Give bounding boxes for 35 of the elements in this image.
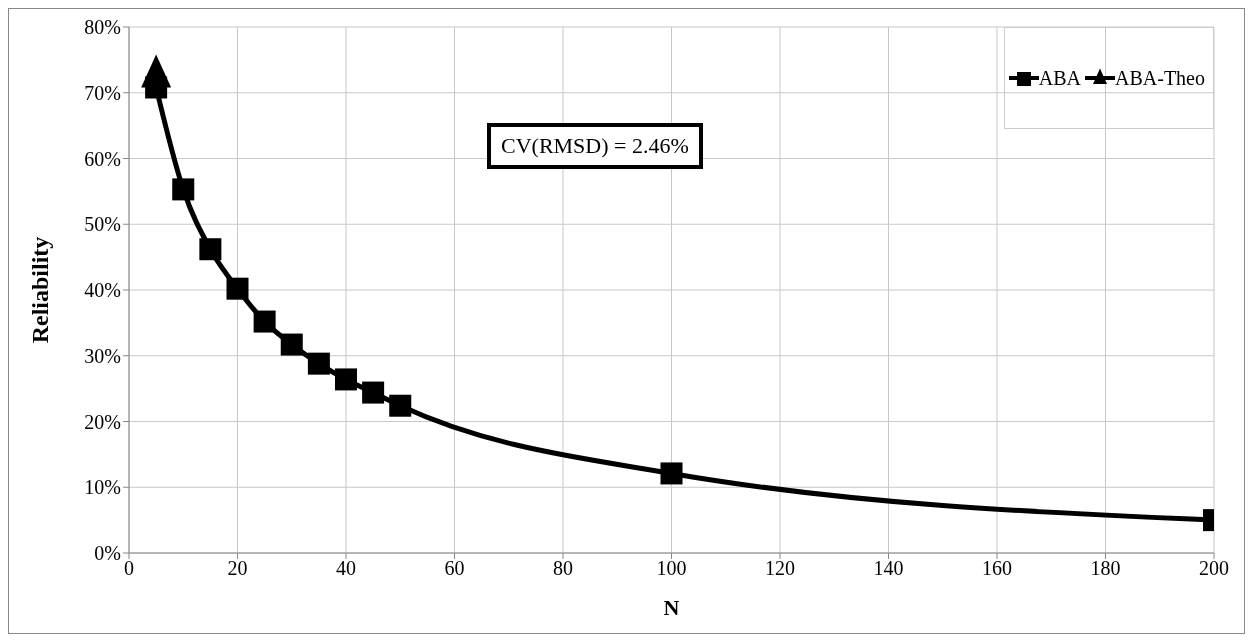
- legend-label: ABA: [1038, 66, 1082, 90]
- point: [389, 394, 412, 417]
- annotation: CV(RMSD) = 2.46%: [487, 123, 703, 169]
- x-tick-label: 120: [765, 557, 795, 580]
- point: [253, 310, 276, 333]
- y-tick-label: 50%: [84, 213, 121, 236]
- x-tick-label: 200: [1199, 557, 1229, 580]
- point: [172, 178, 195, 201]
- point: [226, 277, 249, 300]
- x-tick-label: 160: [982, 557, 1012, 580]
- point: [335, 368, 357, 391]
- point: [199, 238, 222, 261]
- y-tick-label: 80%: [84, 16, 121, 39]
- y-axis-title: Reliability: [26, 236, 53, 344]
- y-tick-label: 0%: [94, 542, 121, 565]
- x-tick-label: 40: [336, 557, 356, 580]
- x-tick-label: 60: [444, 557, 465, 580]
- legend-label: ABA-Theo: [1115, 66, 1205, 90]
- y-tick-label: 70%: [84, 81, 121, 104]
- point: [307, 352, 330, 375]
- x-tick-label: 0: [124, 557, 134, 580]
- x-axis-title: N: [663, 595, 680, 620]
- point: [362, 381, 385, 404]
- y-tick-label: 30%: [84, 344, 121, 367]
- x-tick-label: 100: [656, 557, 687, 580]
- x-tick-label: 80: [553, 557, 573, 580]
- point: [145, 76, 168, 99]
- x-tick-label: 180: [1090, 557, 1121, 580]
- y-tick-label: 20%: [84, 410, 121, 433]
- y-tick-label: 40%: [84, 279, 121, 302]
- y-tick-label: 60%: [84, 147, 121, 170]
- point: [280, 333, 303, 356]
- x-tick-label: 140: [873, 557, 904, 580]
- y-tick-label: 10%: [84, 476, 121, 499]
- x-tick-label: 20: [227, 557, 248, 580]
